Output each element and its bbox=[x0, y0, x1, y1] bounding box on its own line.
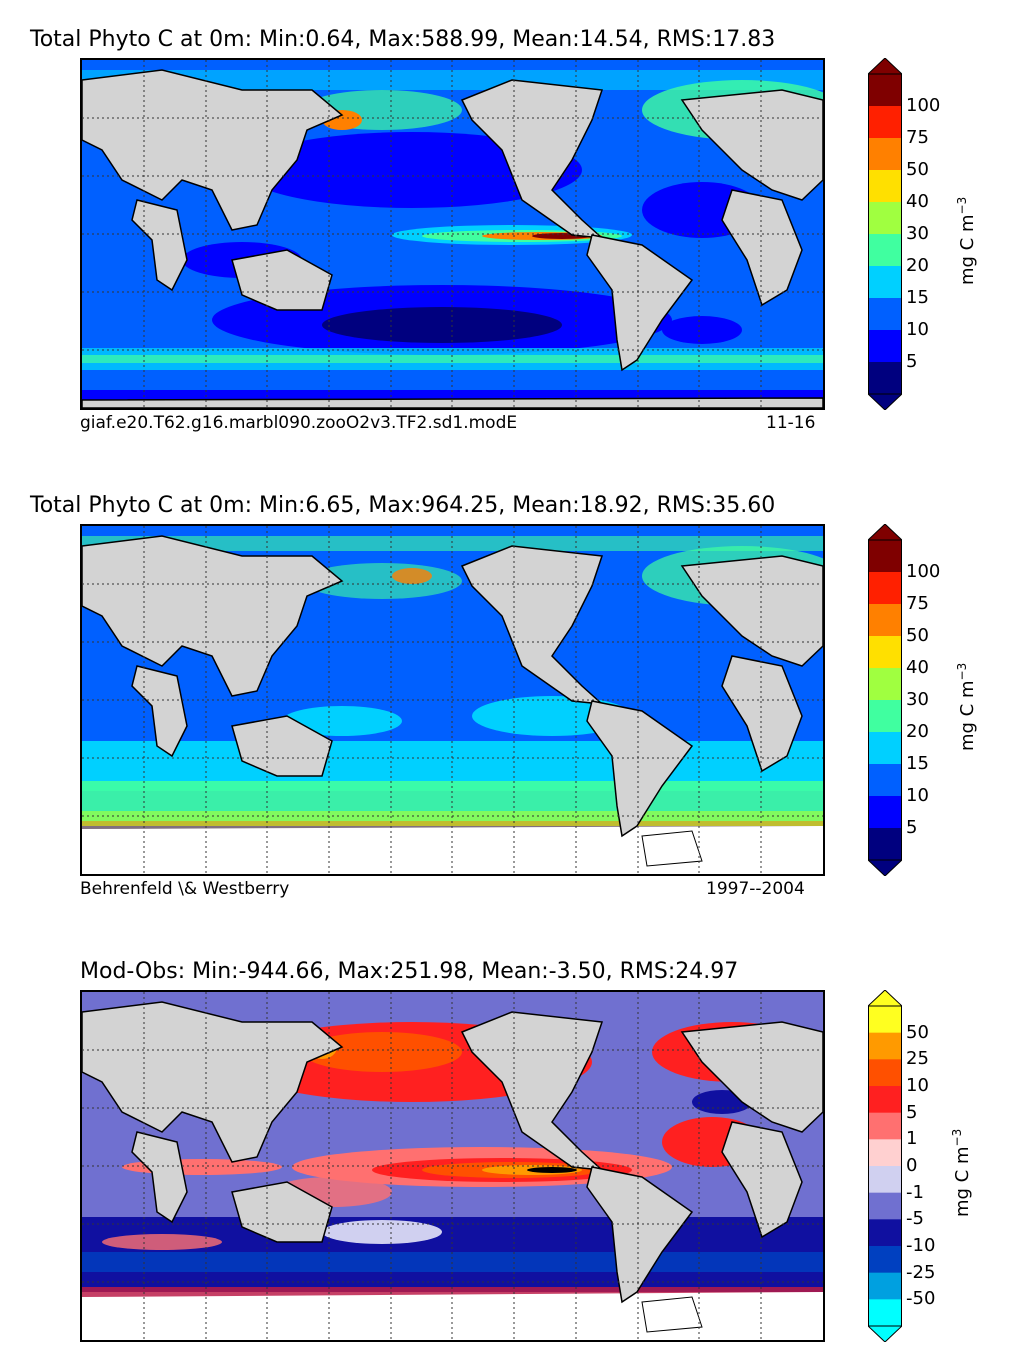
colorbar-bottom-extend bbox=[868, 859, 902, 876]
colorbar-tick-label: 30 bbox=[906, 223, 929, 244]
panel2-footer-left: Behrenfeld \& Westberry bbox=[80, 879, 290, 899]
colorbar-tick-label: -25 bbox=[906, 1261, 936, 1283]
colorbar-segment bbox=[868, 1166, 902, 1194]
colorbar-tick-label: 30 bbox=[906, 689, 929, 710]
colorbar-tick-label: -1 bbox=[906, 1181, 924, 1203]
colorbar-segment bbox=[868, 764, 902, 797]
colorbar-segment bbox=[868, 1192, 902, 1220]
panel3-colorbar-unit: mg C m−3 bbox=[950, 1128, 973, 1217]
colorbar-tick-label: 1 bbox=[906, 1128, 918, 1150]
colorbar-segment bbox=[868, 1139, 902, 1167]
colorbar-segment bbox=[868, 1112, 902, 1140]
panel1-footer-right: 11-16 bbox=[766, 413, 816, 433]
colorbar-tick-label: 50 bbox=[906, 159, 929, 180]
colorbar-tick-label: 40 bbox=[906, 657, 929, 678]
panel1-map-svg bbox=[82, 60, 823, 408]
panel3-map-svg bbox=[82, 992, 823, 1340]
panel2-map bbox=[80, 524, 825, 876]
colorbar-segment bbox=[868, 106, 902, 139]
colorbar-segment bbox=[868, 828, 902, 861]
colorbar-outline bbox=[868, 1005, 902, 1327]
panel1-colorbar-unit: mg C m−3 bbox=[955, 196, 978, 285]
colorbar-tick-label: 15 bbox=[906, 287, 929, 308]
colorbar-segment bbox=[868, 796, 902, 829]
colorbar-top-extend bbox=[868, 524, 902, 541]
panel2-colorbar bbox=[868, 524, 902, 876]
colorbar-segment bbox=[868, 1086, 902, 1114]
colorbar-segment bbox=[868, 170, 902, 203]
colorbar-tick-label: 50 bbox=[906, 1021, 929, 1043]
colorbar-tick-label: 100 bbox=[906, 561, 941, 582]
colorbar-tick-label: 5 bbox=[906, 1101, 918, 1123]
colorbar-tick-label: 75 bbox=[906, 127, 929, 148]
colorbar-outline bbox=[868, 73, 902, 395]
colorbar-segment bbox=[868, 700, 902, 733]
panel1-colorbar bbox=[868, 58, 902, 410]
colorbar-segment bbox=[868, 362, 902, 395]
colorbar-segment bbox=[868, 234, 902, 267]
colorbar-segment bbox=[868, 266, 902, 299]
colorbar-segment bbox=[868, 1059, 902, 1087]
colorbar-segment bbox=[868, 74, 902, 107]
colorbar-segment bbox=[868, 604, 902, 637]
colorbar-tick-label: 20 bbox=[906, 255, 929, 276]
colorbar-segment bbox=[868, 1006, 902, 1034]
colorbar-tick-label: 15 bbox=[906, 753, 929, 774]
panel1-map bbox=[80, 58, 825, 410]
colorbar-segment bbox=[868, 202, 902, 235]
colorbar-segment bbox=[868, 636, 902, 669]
colorbar-segment bbox=[868, 572, 902, 605]
panel2-map-svg bbox=[82, 526, 823, 874]
colorbar-tick-label: -50 bbox=[906, 1288, 936, 1310]
colorbar-segment bbox=[868, 540, 902, 573]
colorbar-bottom-extend bbox=[868, 393, 902, 410]
colorbar-tick-label: 10 bbox=[906, 1075, 929, 1096]
colorbar-tick-label: 25 bbox=[906, 1048, 929, 1070]
colorbar-tick-label: 100 bbox=[906, 95, 941, 116]
colorbar-segment bbox=[868, 1032, 902, 1060]
colorbar-segment bbox=[868, 298, 902, 331]
colorbar-segment bbox=[868, 1219, 902, 1247]
panel3-map bbox=[80, 990, 825, 1342]
colorbar-top-extend bbox=[868, 990, 902, 1007]
colorbar-tick-label: 75 bbox=[906, 593, 929, 614]
colorbar-top-extend bbox=[868, 58, 902, 75]
colorbar-segment bbox=[868, 1299, 902, 1327]
colorbar-segment bbox=[868, 330, 902, 363]
colorbar-segment bbox=[868, 1272, 902, 1300]
colorbar-tick-label: 10 bbox=[906, 785, 929, 806]
colorbar-segment bbox=[868, 668, 902, 701]
colorbar-tick-label: 5 bbox=[906, 817, 918, 838]
panel3-colorbar bbox=[868, 990, 902, 1342]
colorbar-tick-label: 20 bbox=[906, 721, 929, 742]
panel1-footer-left: giaf.e20.T62.g16.marbl090.zooO2v3.TF2.sd… bbox=[80, 413, 518, 433]
colorbar-outline bbox=[868, 539, 902, 861]
colorbar-tick-label: 50 bbox=[906, 625, 929, 646]
colorbar-bottom-extend bbox=[868, 1325, 902, 1342]
panel2-footer-right: 1997--2004 bbox=[706, 879, 805, 899]
panel3-title: Mod-Obs: Min:-944.66, Max:251.98, Mean:-… bbox=[80, 959, 739, 984]
colorbar-segment bbox=[868, 1246, 902, 1274]
colorbar-tick-label: -5 bbox=[906, 1208, 924, 1230]
colorbar-tick-label: 40 bbox=[906, 191, 929, 212]
colorbar-tick-label: 5 bbox=[906, 351, 918, 372]
colorbar-tick-label: 0 bbox=[906, 1155, 918, 1176]
panel2-colorbar-unit: mg C m−3 bbox=[955, 662, 978, 751]
colorbar-tick-label: -10 bbox=[906, 1235, 936, 1256]
panel2-title: Total Phyto C at 0m: Min:6.65, Max:964.2… bbox=[30, 493, 776, 518]
colorbar-segment bbox=[868, 138, 902, 171]
colorbar-segment bbox=[868, 732, 902, 765]
panel1-title: Total Phyto C at 0m: Min:0.64, Max:588.9… bbox=[30, 27, 776, 52]
colorbar-tick-label: 10 bbox=[906, 319, 929, 340]
